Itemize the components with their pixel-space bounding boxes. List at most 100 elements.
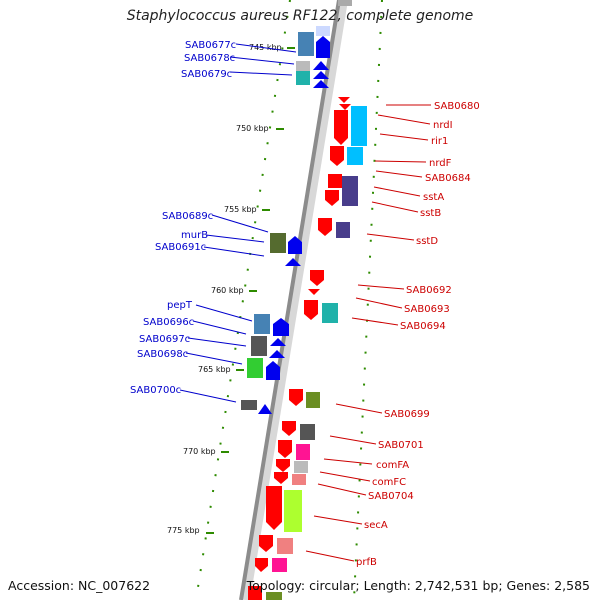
gene-arrow	[273, 318, 289, 336]
gene-box	[306, 392, 320, 408]
gene-box	[272, 558, 287, 572]
gene-label[interactable]: SAB0692	[406, 285, 452, 296]
gene-arrow	[316, 36, 330, 58]
gene-label[interactable]: SAB0697c	[139, 334, 190, 345]
kbp-label: 755 kbp	[224, 205, 257, 214]
gene-arrow	[269, 350, 285, 358]
gene-arrow	[313, 80, 329, 88]
gene-arrow	[282, 421, 296, 436]
gene-label[interactable]: SAB0684	[425, 173, 471, 184]
gene-arrow	[248, 586, 262, 600]
gene-arrow	[304, 300, 318, 320]
kbp-ticks	[206, 47, 295, 534]
gene-label[interactable]: SAB0699	[384, 409, 430, 420]
gene-label[interactable]: SAB0696c	[143, 317, 194, 328]
gene-box	[254, 314, 270, 334]
gene-label[interactable]: SAB0691c	[155, 242, 206, 253]
gene-arrow	[310, 270, 324, 286]
gene-arrow	[318, 218, 332, 236]
gene-box	[266, 592, 282, 600]
gene-box	[241, 400, 257, 410]
gene-label[interactable]: SAB0700c	[130, 385, 181, 396]
forward-features	[248, 97, 367, 600]
genome-summary-text: Topology: circular; Length: 2,742,531 bp…	[246, 578, 590, 593]
gene-arrow	[325, 190, 339, 206]
gene-arrow	[266, 486, 282, 530]
gene-box	[284, 490, 302, 532]
gene-arrow	[330, 146, 344, 166]
gene-arrow	[289, 389, 303, 406]
kbp-label: 770 kbp	[183, 447, 216, 456]
gene-box	[294, 461, 308, 473]
gene-arrow	[278, 440, 292, 458]
gene-box	[300, 424, 315, 440]
gene-box	[316, 26, 330, 36]
gene-box	[328, 174, 342, 188]
gene-arrow	[266, 361, 280, 380]
outer-dotted-ring	[353, 0, 383, 600]
gene-label[interactable]: SAB0678c	[184, 53, 235, 64]
gene-arrow	[274, 472, 288, 484]
gene-arrow	[313, 71, 329, 79]
gene-label[interactable]: SAB0680	[434, 101, 480, 112]
gene-label[interactable]: SAB0679c	[181, 69, 232, 80]
kbp-label: 765 kbp	[198, 365, 231, 374]
gene-arrow	[334, 110, 348, 145]
gene-arrow	[259, 535, 273, 552]
gene-arrow	[339, 104, 351, 110]
forward-gene-labels	[305, 104, 431, 562]
gene-box	[322, 303, 338, 323]
gene-arrow	[255, 558, 268, 572]
gene-box	[336, 222, 350, 238]
gene-box	[342, 176, 358, 206]
genome-backbone-shadow	[240, 0, 348, 600]
kbp-label: 750 kbp	[236, 124, 269, 133]
gene-box	[338, 0, 352, 6]
gene-label[interactable]: SAB0698c	[137, 349, 188, 360]
gene-label[interactable]: murB	[181, 230, 208, 241]
gene-box	[351, 106, 367, 146]
gene-box	[247, 358, 263, 378]
gene-arrow	[313, 61, 329, 70]
gene-arrow	[285, 258, 301, 266]
gene-arrow	[288, 236, 302, 254]
gene-box	[251, 336, 267, 356]
kbp-label: 760 kbp	[211, 286, 244, 295]
accession-text: Accession: NC_007622	[8, 578, 151, 593]
gene-label[interactable]: SAB0701	[378, 440, 424, 451]
gene-label[interactable]: sstA	[423, 192, 444, 203]
gene-label[interactable]: comFA	[376, 460, 409, 471]
gene-arrow	[276, 459, 290, 472]
gene-label[interactable]: SAB0704	[368, 491, 414, 502]
reverse-gene-labels	[179, 43, 297, 403]
gene-label[interactable]: SAB0694	[400, 321, 446, 332]
gene-label[interactable]: pepT	[167, 300, 193, 311]
gene-box	[347, 147, 363, 165]
gene-label[interactable]: sstD	[416, 236, 438, 247]
reverse-features	[241, 26, 330, 414]
gene-label[interactable]: SAB0693	[404, 304, 450, 315]
gene-box	[277, 538, 293, 554]
gene-label[interactable]: comFC	[372, 477, 406, 488]
gene-box	[270, 233, 286, 253]
gene-box	[296, 444, 310, 460]
gene-label[interactable]: nrdI	[433, 120, 453, 131]
gene-box	[296, 61, 310, 71]
gene-box	[298, 32, 314, 56]
gene-label[interactable]: secA	[364, 520, 388, 531]
genome-backbone	[239, 0, 341, 600]
gene-box	[296, 71, 310, 85]
gene-label[interactable]: SAB0689c	[162, 211, 213, 222]
gene-label[interactable]: prfB	[356, 557, 377, 568]
gene-arrow	[258, 404, 272, 414]
gene-arrow	[308, 289, 320, 295]
gene-label[interactable]: nrdF	[429, 158, 452, 169]
gene-label[interactable]: rir1	[431, 136, 448, 147]
gene-box	[292, 474, 306, 485]
gene-arrow	[338, 97, 350, 103]
map-title: Staphylococcus aureus RF122, complete ge…	[126, 8, 474, 24]
gene-label[interactable]: sstB	[420, 208, 441, 219]
gene-label[interactable]: SAB0677c	[185, 40, 236, 51]
gene-arrow	[270, 338, 286, 346]
